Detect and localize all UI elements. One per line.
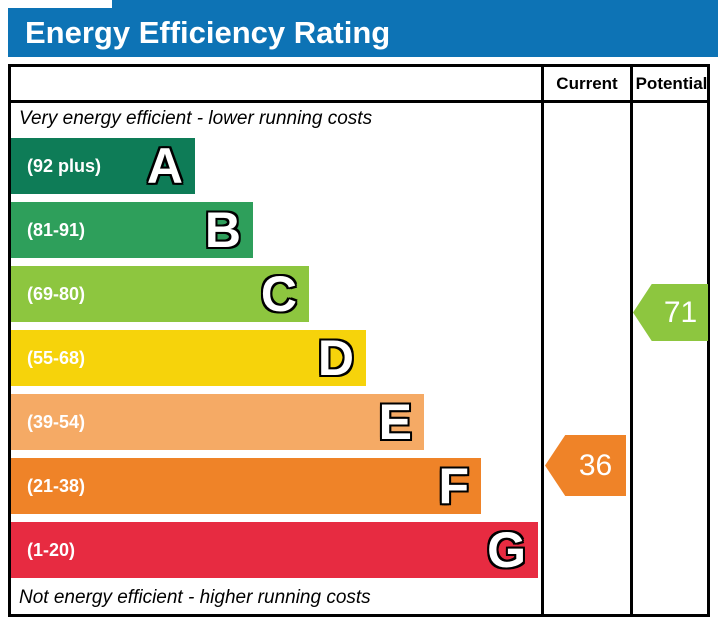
band-C: (69-80) C xyxy=(11,266,309,322)
header-divider-line xyxy=(8,100,710,103)
band-letter: D xyxy=(317,330,354,386)
title-bar-top-strip xyxy=(112,0,718,9)
page-title: Energy Efficiency Rating xyxy=(25,15,391,50)
band-letter: B xyxy=(204,202,241,258)
band-letter: C xyxy=(260,266,297,322)
band-range-label: (81-91) xyxy=(27,219,86,240)
potential-column-header: Potential xyxy=(635,73,708,93)
band-D: (55-68) D xyxy=(11,330,366,386)
current-column-header: Current xyxy=(556,73,618,93)
band-letter: G xyxy=(487,522,526,578)
potential-rating-arrow: 71 xyxy=(633,284,708,341)
current-column-divider xyxy=(541,64,544,617)
band-range-label: (1-20) xyxy=(27,539,76,560)
band-range-label: (21-38) xyxy=(27,475,86,496)
title-bar: Energy Efficiency Rating xyxy=(8,8,718,57)
band-range-label: (39-54) xyxy=(27,411,86,432)
band-F: (21-38) F xyxy=(11,458,481,514)
band-range-label: (92 plus) xyxy=(27,155,102,176)
band-range-label: (69-80) xyxy=(27,283,86,304)
band-E: (39-54) E xyxy=(11,394,424,450)
band-range-label: (55-68) xyxy=(27,347,86,368)
band-letter: F xyxy=(438,458,469,514)
band-A: (92 plus) A xyxy=(11,138,195,194)
potential-column-divider xyxy=(630,64,633,617)
band-B: (81-91) B xyxy=(11,202,253,258)
top-note: Very energy efficient - lower running co… xyxy=(19,108,373,129)
current-rating-value: 36 xyxy=(578,448,613,482)
potential-rating-value: 71 xyxy=(663,295,698,329)
band-letter: E xyxy=(378,394,412,450)
band-letter: A xyxy=(146,138,183,194)
band-G: (1-20) G xyxy=(11,522,538,578)
bottom-note: Not energy efficient - higher running co… xyxy=(19,587,371,608)
